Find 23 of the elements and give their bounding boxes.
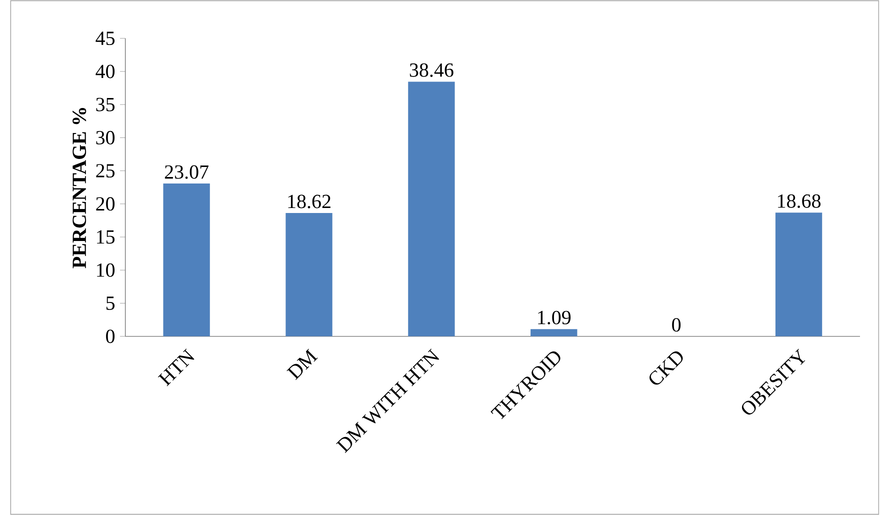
y-tick-label: 5 xyxy=(106,296,115,310)
data-label: 18.62 xyxy=(288,194,330,208)
data-label: 38.46 xyxy=(410,63,454,77)
y-tick-label: 15 xyxy=(97,230,115,244)
y-tick-label: 45 xyxy=(96,32,115,46)
y-tick-label: 0 xyxy=(106,330,115,344)
y-tick-label: 25 xyxy=(96,164,115,178)
y-tick-label: 40 xyxy=(96,64,115,78)
data-label: 0 xyxy=(672,318,681,332)
y-tick-label: 10 xyxy=(97,263,115,277)
bar xyxy=(286,213,332,336)
y-axis-title: PERCENTAGE % xyxy=(72,108,86,268)
data-label: 1.09 xyxy=(538,310,571,324)
y-tick-label: 20 xyxy=(96,197,115,211)
data-label: 18.68 xyxy=(778,194,821,208)
data-label: 23.07 xyxy=(164,165,208,179)
bar xyxy=(530,329,578,336)
bar xyxy=(163,184,210,336)
y-tick-label: 35 xyxy=(96,98,115,112)
x-tick-label: DM xyxy=(286,348,318,380)
bar xyxy=(775,212,822,336)
bar xyxy=(408,82,455,336)
y-tick-label: 30 xyxy=(96,130,115,144)
